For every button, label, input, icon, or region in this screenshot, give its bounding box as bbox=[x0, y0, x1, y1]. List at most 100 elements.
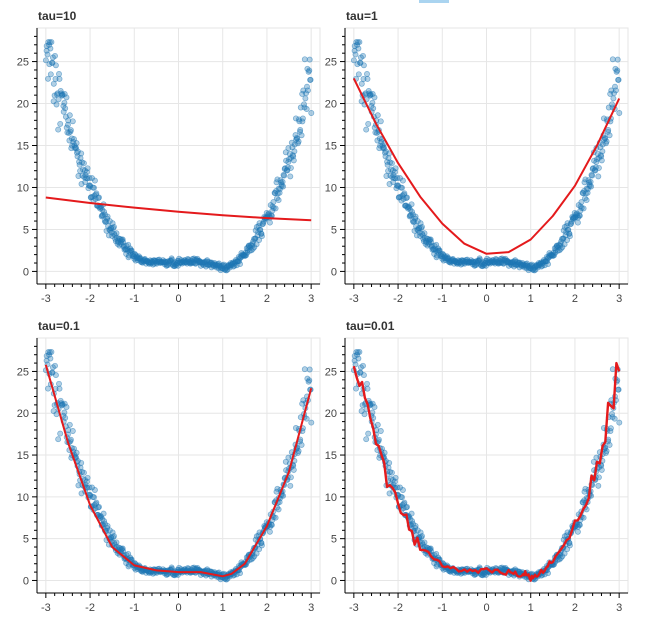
data-point bbox=[53, 101, 60, 108]
data-point bbox=[419, 533, 425, 540]
fit-line bbox=[45, 196, 312, 222]
data-point bbox=[356, 39, 363, 46]
data-point bbox=[61, 409, 68, 416]
data-point bbox=[595, 164, 602, 171]
data-point bbox=[291, 148, 298, 155]
x-tick-label: -1 bbox=[129, 602, 139, 614]
data-point bbox=[399, 177, 406, 184]
data-point bbox=[605, 127, 612, 133]
x-tick-label: 1 bbox=[220, 602, 226, 614]
data-point bbox=[545, 261, 551, 268]
data-point bbox=[67, 436, 74, 443]
data-point bbox=[53, 411, 60, 418]
data-point bbox=[352, 51, 359, 58]
data-point bbox=[306, 366, 313, 373]
x-tick-label: -3 bbox=[41, 293, 51, 305]
data-point bbox=[290, 157, 297, 164]
data-point bbox=[84, 165, 91, 172]
y-tick-label: 15 bbox=[17, 450, 29, 462]
data-point bbox=[279, 178, 286, 185]
fit-line bbox=[44, 364, 313, 578]
data-point bbox=[50, 80, 57, 87]
data-point bbox=[55, 96, 62, 103]
data-point bbox=[370, 105, 377, 112]
data-point bbox=[65, 427, 72, 433]
data-point bbox=[408, 201, 415, 208]
data-point bbox=[375, 436, 382, 443]
data-point bbox=[364, 385, 371, 392]
data-point bbox=[598, 157, 605, 164]
data-point bbox=[47, 71, 54, 78]
data-point bbox=[388, 469, 395, 476]
data-point bbox=[52, 62, 59, 69]
data-point bbox=[392, 175, 399, 182]
data-point bbox=[73, 449, 80, 456]
x-tick-label: -1 bbox=[129, 293, 139, 305]
x-tick-label: 2 bbox=[264, 602, 270, 614]
x-tick-label: 0 bbox=[483, 602, 489, 614]
y-tick-label: 0 bbox=[331, 266, 337, 278]
data-point bbox=[615, 76, 622, 83]
data-point bbox=[303, 415, 310, 422]
data-point bbox=[297, 128, 303, 135]
x-tick-label: -2 bbox=[85, 602, 95, 614]
y-tick-label: 0 bbox=[23, 266, 29, 278]
y-tick-label: 10 bbox=[17, 182, 29, 194]
data-point bbox=[392, 474, 399, 481]
data-point bbox=[80, 469, 87, 476]
data-point bbox=[74, 148, 81, 155]
data-point bbox=[371, 404, 378, 411]
x-tick-label: 1 bbox=[528, 602, 534, 614]
data-point bbox=[611, 415, 618, 422]
x-tick-label: 2 bbox=[264, 293, 270, 305]
data-point bbox=[308, 110, 315, 116]
data-point bbox=[360, 362, 366, 369]
data-point bbox=[356, 349, 363, 355]
data-point bbox=[574, 528, 581, 535]
data-point bbox=[381, 449, 388, 456]
x-tick-label: -2 bbox=[85, 293, 95, 305]
data-point bbox=[358, 80, 365, 87]
data-point bbox=[399, 184, 405, 191]
data-point bbox=[404, 503, 410, 510]
data-point bbox=[290, 466, 297, 473]
data-point bbox=[84, 474, 91, 481]
data-point bbox=[91, 184, 97, 191]
data-point bbox=[57, 120, 64, 127]
y-tick-label: 20 bbox=[325, 408, 337, 420]
data-point bbox=[616, 110, 623, 116]
y-tick-label: 25 bbox=[325, 366, 337, 378]
data-point bbox=[60, 108, 67, 115]
data-point bbox=[307, 76, 314, 83]
data-point bbox=[56, 385, 63, 392]
data-point bbox=[69, 428, 76, 434]
toolbar-marker bbox=[419, 0, 449, 3]
data-point bbox=[288, 139, 295, 146]
data-point bbox=[302, 95, 309, 102]
data-point bbox=[566, 542, 573, 549]
data-point bbox=[266, 528, 273, 535]
data-point bbox=[421, 539, 428, 546]
data-point bbox=[587, 178, 594, 185]
data-point bbox=[287, 482, 294, 489]
data-point bbox=[583, 197, 590, 204]
fit-line bbox=[352, 361, 621, 582]
y-tick-label: 25 bbox=[17, 366, 29, 378]
data-point bbox=[281, 172, 288, 179]
data-point bbox=[52, 372, 59, 379]
y-tick-label: 5 bbox=[23, 534, 29, 546]
data-point bbox=[545, 570, 551, 577]
y-tick-label: 20 bbox=[17, 408, 29, 420]
x-tick-label: -3 bbox=[349, 293, 359, 305]
data-point bbox=[404, 194, 410, 201]
data-point bbox=[360, 76, 367, 82]
y-tick-label: 10 bbox=[325, 492, 337, 504]
data-point bbox=[301, 366, 308, 373]
data-point bbox=[66, 421, 73, 428]
data-point bbox=[385, 155, 392, 162]
data-point bbox=[614, 56, 621, 63]
data-point bbox=[352, 361, 359, 368]
data-point bbox=[377, 118, 384, 125]
data-point bbox=[61, 99, 68, 106]
data-point bbox=[287, 474, 294, 481]
